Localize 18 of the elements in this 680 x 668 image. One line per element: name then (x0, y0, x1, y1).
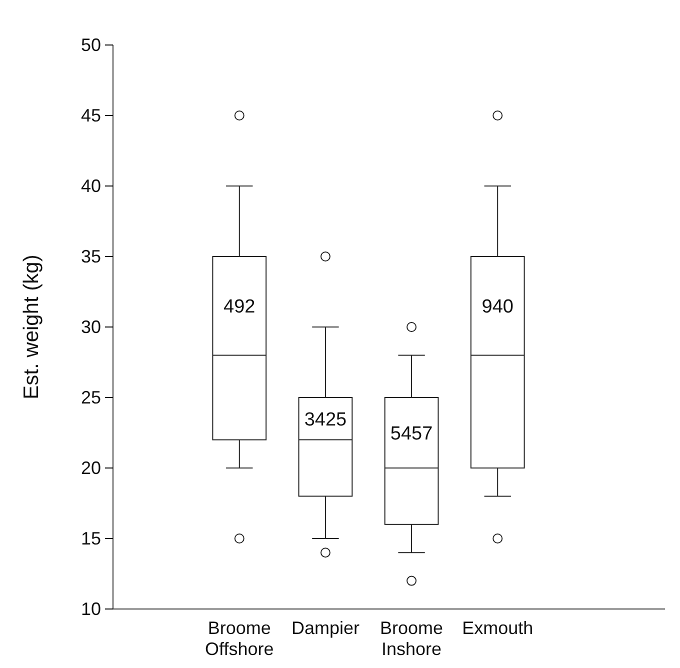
annotation: 492 (224, 296, 256, 318)
x-tick-label: Exmouth (462, 618, 534, 638)
y-tick-label: 25 (80, 387, 101, 408)
y-tick-label: 20 (80, 458, 101, 478)
y-tick-label: 45 (80, 105, 101, 126)
y-tick-label: 40 (80, 176, 101, 196)
x-tick-label: Broome Inshore (380, 618, 444, 659)
y-tick-label: 50 (80, 34, 101, 55)
x-tick-label: Broome Offshore (205, 618, 274, 659)
annotation: 5457 (390, 423, 433, 444)
y-tick-label: 15 (80, 528, 101, 548)
annotation: 3425 (304, 409, 347, 430)
y-axis-title: Est. weight (kg) (20, 254, 43, 400)
x-tick-label: Dampier (291, 618, 360, 638)
y-tick-label: 10 (80, 598, 101, 619)
y-tick-label: 35 (80, 246, 101, 266)
y-tick-label: 30 (80, 316, 101, 337)
annotation: 940 (482, 296, 514, 318)
